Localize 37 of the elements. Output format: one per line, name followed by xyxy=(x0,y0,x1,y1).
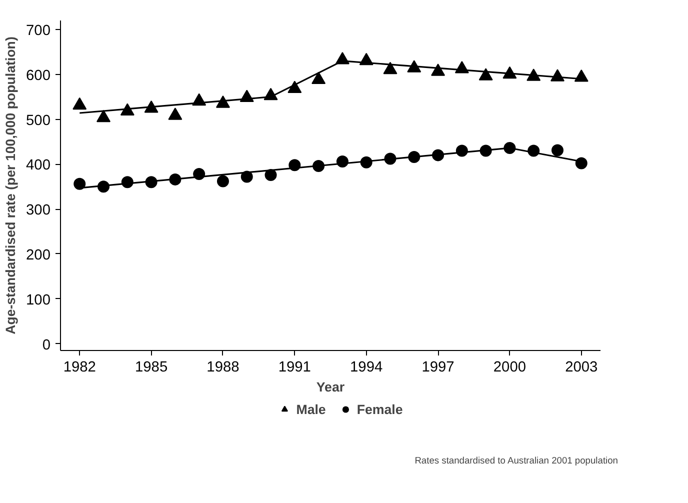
point xyxy=(144,100,158,113)
x-tick-label: 1994 xyxy=(350,360,383,376)
x-tick-label: 1985 xyxy=(134,360,168,376)
point xyxy=(74,178,86,190)
point xyxy=(264,168,277,181)
y-tick-label: 300 xyxy=(26,202,51,219)
legend-label: Male xyxy=(296,402,326,416)
point xyxy=(216,96,230,108)
point xyxy=(383,62,398,74)
y-tick-label: 200 xyxy=(26,247,51,264)
y-tick-label: 600 xyxy=(26,68,51,84)
y-tick-label: 500 xyxy=(26,112,51,129)
point xyxy=(312,72,326,84)
point xyxy=(478,68,493,80)
point xyxy=(288,80,302,93)
text: Rates standardised to Australian 2001 population xyxy=(414,456,618,466)
y-tick-label: 400 xyxy=(26,158,51,174)
x-tick-label: 2000 xyxy=(493,360,526,376)
y-tick-label: 100 xyxy=(26,292,51,308)
x-tick-label: 2003 xyxy=(565,360,598,376)
x-tick-label: 1988 xyxy=(206,360,240,376)
point xyxy=(168,108,182,120)
legend-label: Female xyxy=(356,402,403,416)
y-tick-label: 700 xyxy=(26,22,51,39)
point xyxy=(72,97,87,110)
point xyxy=(96,110,111,122)
point xyxy=(431,64,446,76)
point xyxy=(574,70,588,82)
point xyxy=(575,157,588,170)
x-tick-label: 1982 xyxy=(63,360,96,376)
point xyxy=(216,175,229,188)
x-tick-label: 1991 xyxy=(278,360,311,376)
x-tick-label: 1997 xyxy=(422,360,454,376)
x-axis-title: Year xyxy=(316,380,345,394)
point xyxy=(551,144,564,156)
y-axis-title: Age-standardised rate (per 100,000 population) xyxy=(3,36,18,334)
y-tick-label: 0 xyxy=(42,337,51,354)
